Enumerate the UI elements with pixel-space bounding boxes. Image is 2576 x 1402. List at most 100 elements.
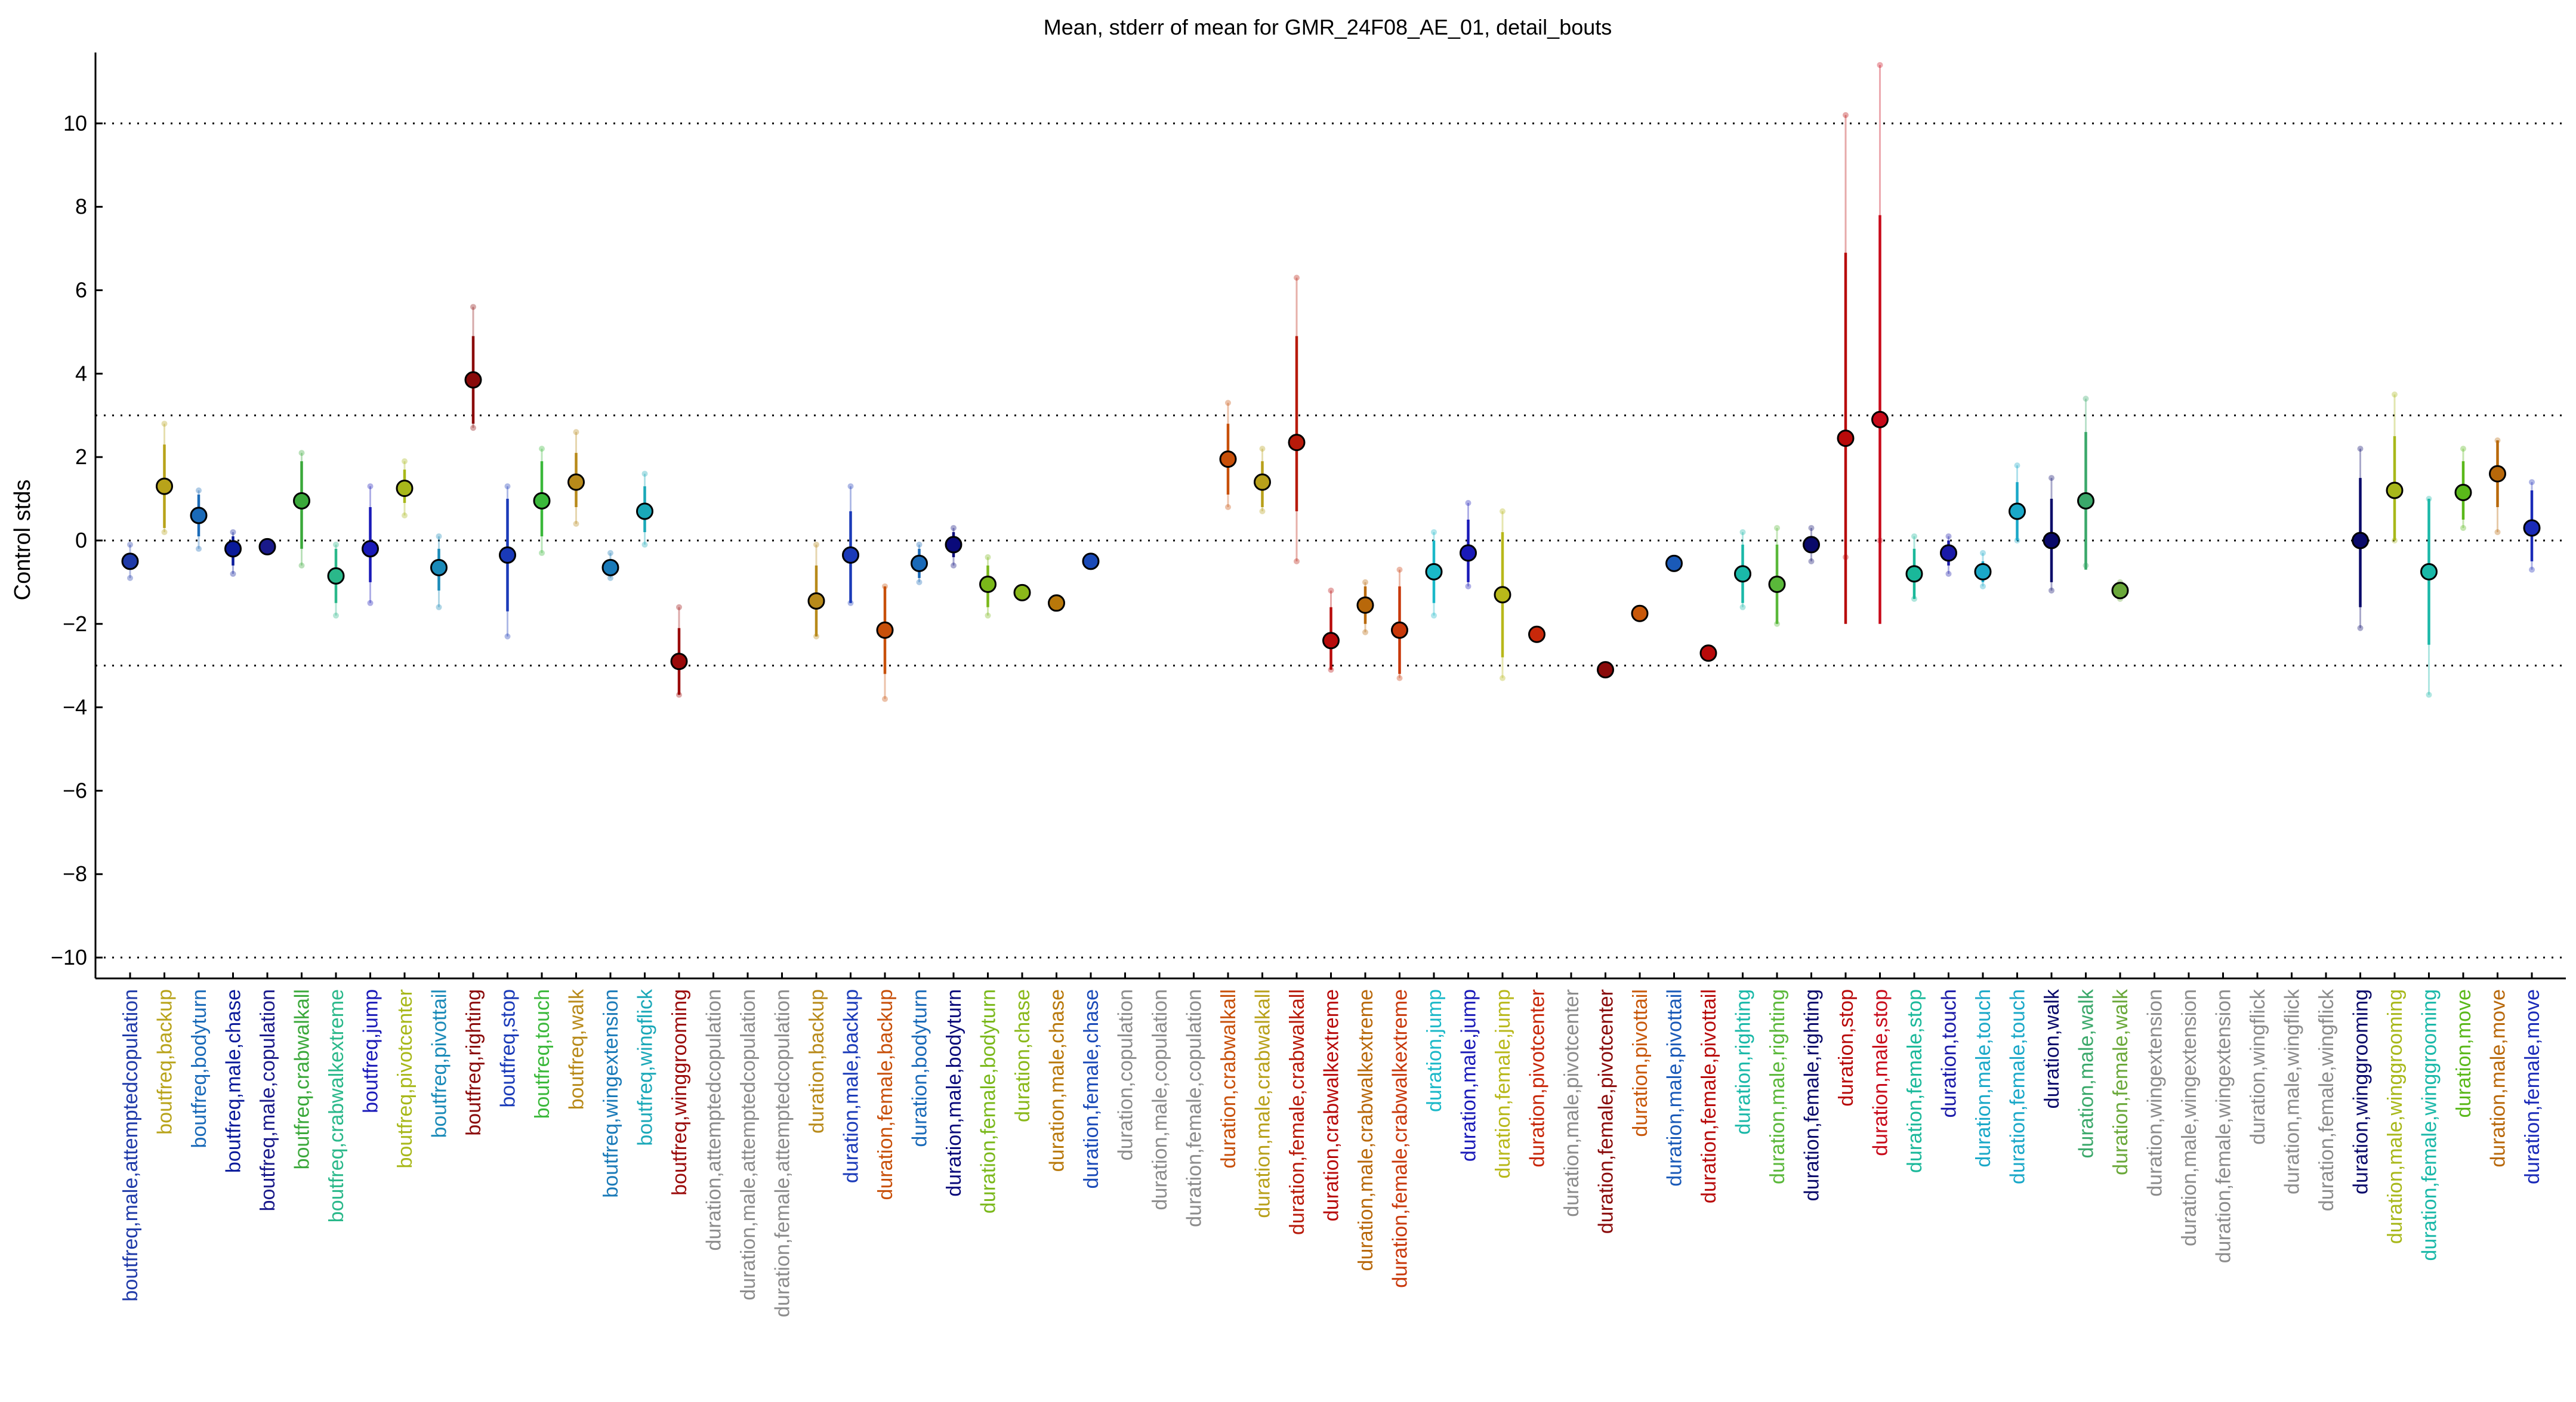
x-tick-label: duration,jump [1423, 989, 1446, 1112]
x-tick-label: boutfreq,crabwalkall [291, 989, 314, 1169]
error-bar-range-cap [1465, 583, 1471, 589]
x-tick-label: duration,move [2452, 989, 2475, 1117]
mean-marker [807, 592, 825, 610]
mean-marker [327, 567, 345, 585]
error-bar-range-cap [951, 562, 957, 569]
mean-marker [1665, 554, 1683, 572]
x-tick-label: duration,female,jump [1492, 989, 1514, 1179]
mean-marker [430, 558, 448, 576]
x-tick-label: duration,female,touch [2007, 989, 2029, 1184]
x-tick-label: duration,male,crabwalkextreme [1355, 989, 1377, 1271]
mean-marker [1425, 563, 1443, 580]
x-tick-label: boutfreq,backup [154, 989, 177, 1135]
x-tick-label: duration,winggrooming [2350, 989, 2373, 1194]
x-tick-label: duration,female,pivottail [1698, 989, 1720, 1203]
mean-marker [1528, 625, 1545, 643]
x-tick-label: boutfreq,male,copulation [257, 989, 279, 1211]
mean-marker [2420, 563, 2438, 580]
error-bar-range-cap [1843, 112, 1849, 118]
mean-marker [1288, 434, 1306, 452]
y-tick-label: −8 [63, 861, 87, 886]
x-tick-label: duration,male,attemptedcopulation [737, 989, 760, 1301]
error-bar-range-cap [367, 483, 374, 490]
x-tick-label: duration,male,jump [1458, 989, 1480, 1162]
chart-title: Mean, stderr of mean for GMR_24F08_AE_01… [1044, 15, 1612, 39]
error-bar-range-cap [2460, 446, 2466, 452]
error-bar-range-cap [1225, 504, 1231, 511]
mean-marker [2352, 532, 2369, 549]
error-bar-range-cap [1294, 274, 1300, 281]
error-bar-range-cap [196, 545, 202, 552]
x-tick-label: boutfreq,pivotcenter [394, 989, 417, 1169]
error-bar-range-cap [127, 541, 133, 548]
mean-marker [1905, 565, 1923, 583]
x-tick-label: duration,female,move [2521, 989, 2544, 1184]
mean-marker [190, 507, 208, 524]
error-bar-range-cap [1980, 549, 1986, 556]
mean-marker [2523, 519, 2541, 537]
x-tick-label: duration,walk [2041, 989, 2063, 1108]
mean-marker [876, 621, 894, 639]
mean-marker [945, 536, 962, 554]
error-bar-range-cap [2460, 524, 2466, 531]
y-tick-label: −2 [63, 612, 87, 636]
mean-marker [2009, 502, 2026, 520]
x-tick-label: duration,female,copulation [1183, 989, 1206, 1227]
mean-marker [842, 546, 859, 564]
mean-marker [1391, 621, 1408, 639]
x-tick-label: boutfreq,wingextension [600, 989, 622, 1198]
x-tick-label: duration,copulation [1115, 989, 1137, 1160]
mean-marker [1597, 661, 1614, 679]
error-bar-range-cap [1500, 508, 1506, 515]
y-tick-label: 2 [75, 444, 87, 469]
mean-marker [1837, 430, 1855, 447]
x-tick-label: duration,crabwalkall [1217, 989, 1240, 1169]
error-bar-range-cap [1396, 675, 1403, 681]
error-bar-range-cap [436, 604, 442, 610]
error-bar-range-cap [1362, 579, 1368, 585]
error-bar-range-cap [1739, 529, 1746, 535]
error-bar-range-cap [985, 554, 991, 560]
error-bar-range-cap [539, 549, 545, 556]
x-tick-label: duration,male,wingextension [2178, 989, 2201, 1246]
mean-marker [293, 492, 310, 510]
error-bar-range-cap [607, 575, 613, 581]
x-tick-label: duration,female,chase [1080, 989, 1103, 1189]
mean-marker [979, 575, 997, 593]
x-tick-label: duration,male,backup [840, 989, 863, 1183]
mean-marker [2386, 481, 2404, 499]
error-bar-range-cap [161, 421, 168, 427]
mean-marker [1734, 565, 1751, 583]
error-bar-range-cap [504, 633, 511, 640]
mean-marker [1048, 594, 1065, 612]
error-bar-range-cap [333, 541, 339, 548]
x-tick-label: duration,male,stop [1869, 989, 1892, 1156]
x-tick-label: boutfreq,male,chase [223, 989, 245, 1173]
error-bar-range-cap [2529, 479, 2535, 486]
x-tick-label: duration,male,crabwalkall [1252, 989, 1275, 1218]
error-bar-range-cap [1259, 446, 1266, 452]
mean-marker [1082, 552, 1100, 570]
x-tick-label: boutfreq,male,attemptedcopulation [119, 989, 142, 1302]
error-bar-range-cap [1808, 558, 1815, 564]
error-bar-range-cap [1431, 529, 1437, 535]
x-tick-label: boutfreq,crabwalkextreme [325, 989, 348, 1222]
y-tick-label: 4 [75, 361, 87, 385]
reference-lines [95, 122, 2566, 959]
mean-marker [1803, 536, 1820, 554]
mean-marker [1013, 583, 1031, 601]
mean-marker [911, 554, 928, 572]
mean-marker [362, 540, 379, 558]
mean-marker [156, 477, 173, 495]
error-bar-range-cap [2529, 566, 2535, 573]
error-bar-range-cap [1945, 570, 1952, 577]
error-bar-range-cap [882, 696, 888, 702]
mean-marker [224, 540, 242, 558]
x-tick-label: duration,female,wingflick [2315, 989, 2338, 1211]
x-tick-label: duration,crabwalkextreme [1321, 989, 1343, 1221]
error-bar-range-cap [1362, 629, 1368, 635]
x-tick-label: duration,male,winggrooming [2384, 989, 2407, 1244]
x-tick-label: boutfreq,touch [531, 989, 554, 1119]
x-tick-label: duration,male,copulation [1149, 989, 1171, 1210]
